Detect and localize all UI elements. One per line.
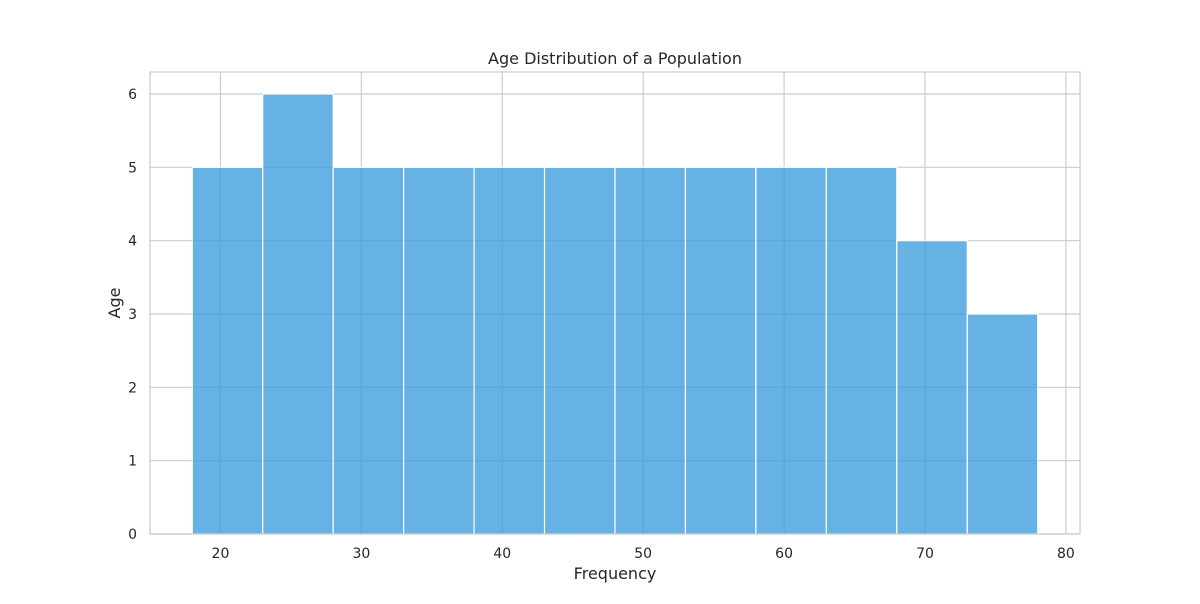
x-tick-label: 70 [916, 546, 934, 562]
x-tick-label: 80 [1057, 546, 1075, 562]
histogram-bar [191, 166, 264, 535]
x-axis-label: Frequency [574, 564, 657, 583]
x-tick-label: 30 [352, 546, 370, 562]
histogram-bar [966, 313, 1039, 535]
histogram-bar [896, 240, 968, 535]
plot-frame [149, 71, 1081, 535]
x-tick-label: 20 [212, 546, 230, 562]
histogram-bar [403, 166, 475, 535]
y-tick-label: 3 [128, 307, 137, 323]
histogram-bar [262, 93, 334, 535]
x-tick-label: 60 [775, 546, 793, 562]
y-tick-label: 0 [128, 527, 137, 543]
y-tick-label: 4 [128, 234, 137, 250]
y-tick-label: 6 [128, 87, 137, 103]
x-tick-labels: 20 30 40 50 60 70 80 [212, 546, 1075, 562]
histogram-bar [614, 166, 687, 535]
y-tick-label: 1 [128, 454, 137, 470]
histogram-bar [825, 166, 898, 535]
histogram-bar [473, 166, 546, 535]
y-tick-label: 5 [128, 160, 137, 176]
histogram-bar [543, 166, 616, 535]
histogram-bar [755, 166, 827, 535]
x-tick-label: 40 [493, 546, 511, 562]
y-axis-label: Age [105, 288, 124, 319]
histogram-bar [332, 166, 405, 535]
bars-layer [191, 93, 1039, 535]
y-tick-label: 2 [128, 380, 137, 396]
x-tick-label: 50 [634, 546, 652, 562]
chart-title: Age Distribution of a Population [488, 49, 742, 68]
y-tick-labels: 0 1 2 3 4 5 6 [128, 87, 137, 543]
histogram-bar [684, 166, 757, 535]
